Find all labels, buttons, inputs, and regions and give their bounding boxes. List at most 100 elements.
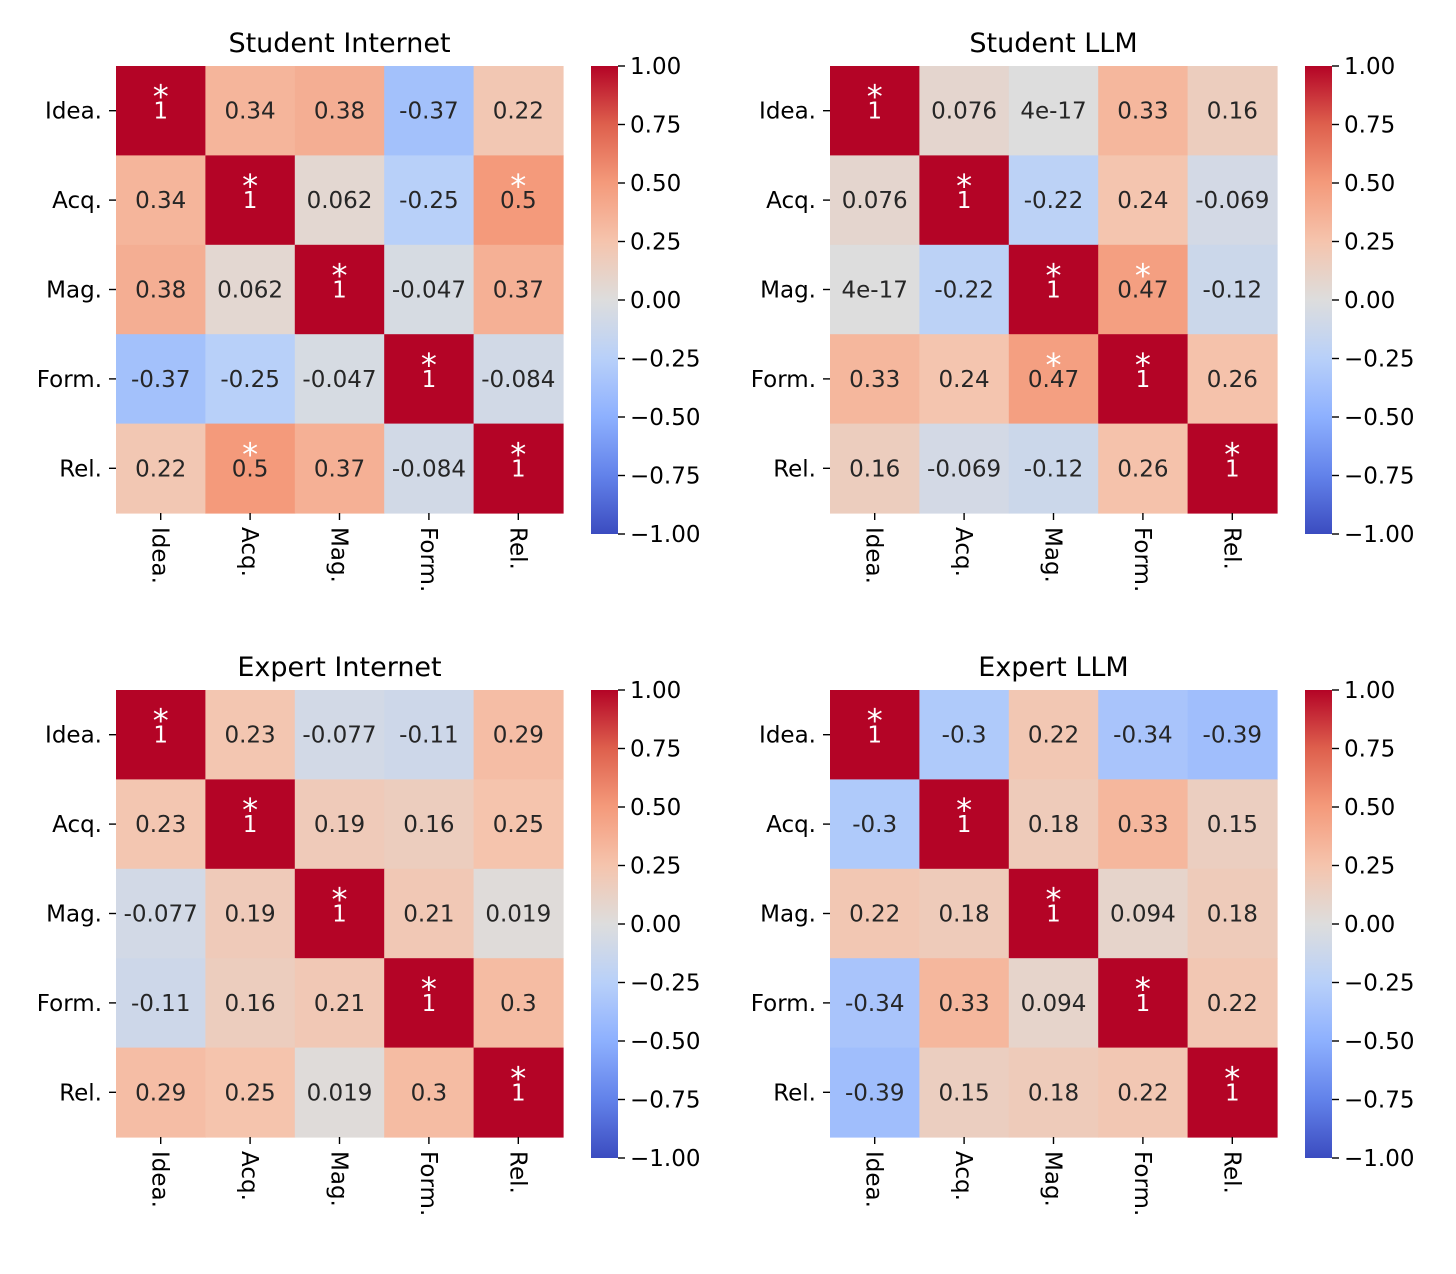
heatmap-cell (1008, 958, 1099, 1049)
cell-value-label: 0.062 (307, 188, 373, 214)
significance-star: * (1135, 346, 1151, 384)
cell-value-label: 1 (867, 723, 882, 749)
colorbar-tick-label: 0.75 (630, 113, 681, 139)
colorbar-tick-label: 0.25 (1344, 230, 1395, 256)
cell-value-label: -0.12 (1024, 456, 1084, 482)
significance-star: * (153, 702, 169, 740)
heatmap-cell (473, 690, 564, 780)
colorbar-tick-label: 0.00 (1344, 288, 1395, 314)
significance-star: * (332, 881, 348, 919)
cell-value-label: 0.019 (307, 1080, 373, 1106)
cell-value-label: -0.11 (399, 723, 459, 749)
cell-value-label: 1 (422, 991, 437, 1017)
heatmap-cell (384, 155, 475, 246)
heatmap-cell (1187, 423, 1278, 514)
cell-value-label: 0.38 (135, 278, 186, 304)
significance-star: * (956, 791, 972, 829)
heatmap-cell (294, 155, 385, 246)
cell-value-label: 0.34 (135, 188, 186, 214)
cell-value-label: 1 (957, 188, 972, 214)
heatmap-cell (473, 244, 564, 335)
heatmap-cell (1098, 690, 1189, 780)
significance-star: * (1224, 435, 1240, 473)
heatmap-cell (919, 66, 1010, 156)
heatmap-cell (830, 423, 920, 514)
y-tick-label: Rel. (773, 456, 816, 482)
cell-value-label: 1 (153, 99, 168, 125)
colorbar-tick-label: 0.50 (630, 795, 681, 821)
cell-value-label: -0.077 (124, 902, 198, 928)
heatmap-cell (1008, 66, 1099, 156)
significance-star: * (153, 78, 169, 116)
cell-value-label: 0.15 (938, 1080, 989, 1106)
x-tick-label: Idea. (861, 527, 887, 584)
cell-value-label: 0.18 (1028, 812, 1079, 838)
heatmap-cell (1098, 155, 1189, 246)
x-tick-label: Idea. (861, 1151, 887, 1208)
colorbar-tick-label: −0.25 (1344, 971, 1414, 997)
heatmap-cell (1098, 423, 1189, 514)
colorbar-tick-label: −0.25 (1344, 347, 1414, 373)
heatmap-cell (116, 244, 206, 335)
heatmap-cell (294, 66, 385, 156)
cell-value-label: 0.23 (224, 723, 275, 749)
significance-star: * (242, 167, 258, 205)
cell-value-label: -0.3 (942, 723, 987, 749)
significance-star: * (421, 970, 437, 1008)
significance-star: * (1224, 1059, 1240, 1097)
colorbar-tick-label: −0.75 (630, 1088, 700, 1114)
x-tick-label: Form. (1129, 1151, 1155, 1216)
heatmap-cell (205, 868, 296, 959)
cell-value-label: 0.34 (224, 99, 275, 125)
colorbar-tick-label: 0.50 (1344, 171, 1395, 197)
heatmap-cell (384, 423, 475, 514)
cell-value-label: 0.22 (849, 902, 900, 928)
colorbar-tick-label: 0.75 (1344, 113, 1395, 139)
y-tick-label: Form. (751, 991, 816, 1017)
cell-value-label: -0.37 (131, 367, 191, 393)
panel-title: Expert LLM (978, 652, 1128, 683)
heatmap-cell (294, 244, 385, 335)
y-tick-label: Idea. (45, 99, 102, 125)
heatmap-cell (1187, 690, 1278, 780)
x-tick-label: Rel. (504, 527, 530, 570)
cell-value-label: 0.21 (403, 902, 454, 928)
cell-value-label: 1 (332, 902, 347, 928)
heatmap-cell (919, 779, 1010, 870)
cell-value-label: -0.077 (302, 723, 376, 749)
colorbar (1305, 66, 1332, 534)
heatmap-cell (1008, 868, 1099, 959)
significance-star: * (332, 257, 348, 295)
heatmap-cell (1008, 334, 1099, 425)
x-tick-label: Acq. (950, 527, 976, 577)
cell-value-label: 0.26 (1207, 367, 1258, 393)
heatmap-cell (1187, 334, 1278, 425)
cell-value-label: 0.19 (224, 902, 275, 928)
cell-value-label: -0.069 (1195, 188, 1269, 214)
cell-value-label: -0.34 (1113, 723, 1173, 749)
significance-star: * (421, 346, 437, 384)
cell-value-label: 0.18 (1207, 902, 1258, 928)
cell-value-label: -0.3 (852, 812, 897, 838)
y-tick-label: Acq. (52, 812, 102, 838)
cell-value-label: 1 (511, 456, 526, 482)
significance-star: * (510, 1059, 526, 1097)
cell-value-label: 0.22 (1117, 1080, 1168, 1106)
x-tick-label: Idea. (147, 1151, 173, 1208)
cell-value-label: 0.5 (232, 456, 269, 482)
cell-value-label: 1 (867, 99, 882, 125)
heatmap-cell (1098, 334, 1189, 425)
x-tick-label: Mag. (1040, 527, 1066, 583)
y-tick-label: Mag. (760, 278, 816, 304)
cell-value-label: 1 (243, 188, 258, 214)
heatmap-cell (205, 690, 296, 780)
significance-star: * (1135, 257, 1151, 295)
significance-star: * (242, 791, 258, 829)
y-tick-label: Rel. (59, 1080, 102, 1106)
heatmap-cell (830, 690, 920, 780)
heatmap-cell (205, 779, 296, 870)
y-tick-label: Form. (751, 367, 816, 393)
significance-star: * (956, 167, 972, 205)
cell-value-label: -0.25 (220, 367, 280, 393)
x-tick-label: Mag. (326, 527, 352, 583)
